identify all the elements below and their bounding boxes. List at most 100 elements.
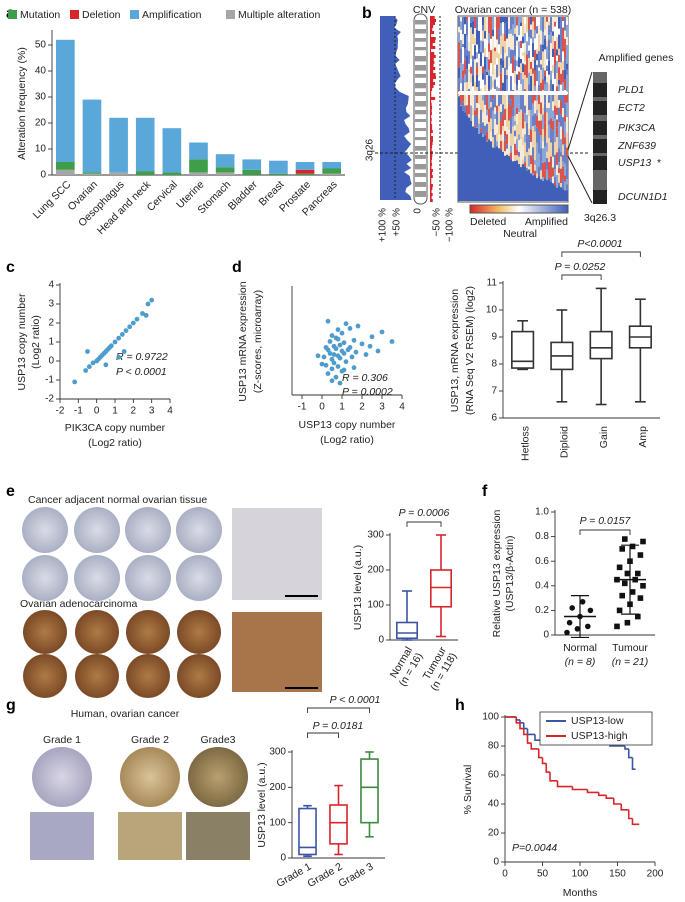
heatmap-cell xyxy=(556,152,558,165)
heatmap-cell xyxy=(562,27,564,37)
heatmap-cell xyxy=(472,86,474,91)
point xyxy=(123,328,129,333)
heatmap-cell xyxy=(472,75,474,87)
tissue-core xyxy=(22,507,68,553)
heatmap-cell xyxy=(532,158,534,174)
y-tick-label: 0.4 xyxy=(535,580,549,591)
survival-step xyxy=(526,728,535,736)
heatmap-cell xyxy=(500,58,502,65)
heatmap-cell xyxy=(552,167,554,177)
heatmap-cell xyxy=(474,59,476,69)
chromosome-band xyxy=(415,137,426,141)
heatmap-cell xyxy=(556,119,558,128)
heatmap-cell xyxy=(530,24,532,30)
heatmap-cell xyxy=(506,134,508,145)
heatmap-cell xyxy=(468,63,470,69)
heatmap-cell xyxy=(554,95,556,106)
heatmap-cell xyxy=(462,63,464,71)
heatmap-cell xyxy=(502,46,504,61)
heatmap-cell xyxy=(524,113,526,122)
cnv-tick-label: +50 % xyxy=(392,208,403,237)
heatmap-cell xyxy=(462,34,464,45)
heatmap-cell xyxy=(528,17,530,30)
heatmap-cell xyxy=(474,68,476,83)
heatmap-cell xyxy=(558,84,560,91)
cnv-title: CNV xyxy=(413,4,435,16)
y-tick-label: 7 xyxy=(491,386,497,397)
heatmap-cell xyxy=(548,17,550,22)
cnv-deletion xyxy=(430,28,433,31)
heatmap-cell xyxy=(546,59,548,66)
heatmap-cell xyxy=(500,53,502,59)
point xyxy=(116,354,122,360)
heatmap-cell xyxy=(516,17,518,26)
heatmap-cell xyxy=(484,111,486,126)
heatmap-cell xyxy=(462,95,464,102)
point xyxy=(329,356,335,362)
heatmap-cell xyxy=(482,95,484,101)
heatmap-cell xyxy=(564,95,566,104)
cnv-deletion xyxy=(430,34,432,37)
heatmap-cell xyxy=(488,138,490,140)
heatmap-cell xyxy=(518,17,520,24)
heatmap-cell xyxy=(470,117,472,121)
point xyxy=(566,619,573,626)
heatmap-cell xyxy=(538,120,540,125)
heatmap-cell xyxy=(480,109,482,124)
heatmap-cell xyxy=(490,38,492,51)
cnv-deletion xyxy=(430,82,436,85)
x-tick-label: 3 xyxy=(149,406,155,417)
bar-segment xyxy=(162,172,182,175)
heatmap-cell xyxy=(552,84,554,91)
heatmap-cell xyxy=(504,67,506,75)
heatmap-cell xyxy=(522,109,524,114)
y-tick-label: 1.0 xyxy=(535,507,549,518)
heatmap-cell xyxy=(518,57,520,68)
y-tick-label: 300 xyxy=(269,747,286,758)
heatmap-cell xyxy=(494,134,496,148)
cnv-deletion xyxy=(430,61,435,64)
heatmap-cell xyxy=(502,130,504,142)
heatmap-cell xyxy=(534,85,536,91)
point xyxy=(108,343,114,349)
y-tick-label: 8 xyxy=(491,359,497,370)
y-tick-label: 10 xyxy=(486,305,498,316)
heatmap-cell xyxy=(468,117,470,201)
heatmap-cell xyxy=(520,151,522,158)
bar-segment xyxy=(55,39,75,162)
heatmap-cell xyxy=(566,95,568,103)
survival-step xyxy=(586,789,599,794)
heatmap-cell xyxy=(466,55,468,70)
heatmap-cell xyxy=(526,108,528,115)
heatmap-cell xyxy=(546,107,548,113)
heatmap-cell xyxy=(516,149,518,156)
heatmap-cell xyxy=(464,95,466,106)
heatmap-cell xyxy=(558,168,560,174)
heatmap-cell xyxy=(482,52,484,67)
heatmap-cell xyxy=(502,33,504,47)
heatmap-cell xyxy=(554,78,556,91)
heatmap-cell xyxy=(564,150,566,164)
heatmap-cell xyxy=(490,50,492,64)
point xyxy=(341,350,347,356)
grade-label: Grade3 xyxy=(200,734,235,746)
heatmap-cell xyxy=(462,30,464,35)
heatmap-cell xyxy=(560,168,562,184)
cnv-deletion xyxy=(430,67,436,70)
heatmap-cell xyxy=(510,29,512,34)
heatmap-cell xyxy=(506,38,508,49)
heatmap-cell xyxy=(566,45,568,60)
heatmap-cell xyxy=(542,51,544,68)
chromosome-band xyxy=(415,56,426,62)
cnv-deletion xyxy=(430,178,432,181)
gene-label: ZNF639 xyxy=(617,140,656,152)
gene-label: ECT2 xyxy=(618,102,645,114)
heatmap-cell xyxy=(514,82,516,91)
heatmap-cell xyxy=(522,36,524,44)
heatmap-cell xyxy=(542,32,544,45)
point xyxy=(375,348,381,354)
heatmap-cell xyxy=(474,28,476,39)
heatmap-cell xyxy=(528,134,530,143)
box xyxy=(360,758,379,824)
heatmap-cell xyxy=(532,68,534,74)
